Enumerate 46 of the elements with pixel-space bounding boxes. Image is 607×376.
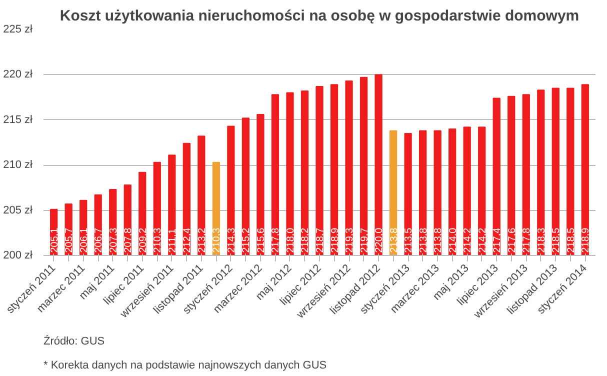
data-label: 205,1 — [49, 227, 60, 253]
data-label: 218,5 — [551, 227, 562, 253]
data-label: 219,3 — [344, 227, 356, 253]
data-label: 217,4 — [492, 227, 504, 253]
data-label: 214,2 — [462, 227, 474, 253]
data-label: 209,2 — [138, 227, 149, 253]
y-tick-label: 215 zł — [3, 114, 34, 126]
data-label: 210,3 — [152, 227, 164, 253]
data-label: 214,0 — [448, 227, 459, 253]
data-label: 217,6 — [506, 227, 518, 253]
data-label: 213,8 — [388, 227, 400, 253]
data-label: 218,7 — [315, 227, 326, 253]
data-label: 220,0 — [374, 227, 386, 253]
y-tick-label: 225 zł — [3, 24, 34, 36]
data-label: 218,9 — [330, 227, 341, 253]
data-label: 217,8 — [522, 227, 533, 253]
data-label: 210,3 — [212, 227, 223, 253]
data-label: 213,8 — [433, 227, 444, 253]
y-tick-label: 220 zł — [3, 68, 34, 81]
data-label: 214,3 — [226, 227, 238, 253]
data-label: 212,4 — [182, 227, 194, 253]
y-tick-label: 205 zł — [3, 204, 34, 216]
data-label: 218,2 — [300, 227, 312, 253]
data-label: 219,7 — [359, 227, 370, 253]
data-label: 215,6 — [256, 227, 267, 253]
data-label: 214,2 — [477, 227, 488, 253]
data-label: 205,7 — [64, 227, 76, 253]
data-label: 215,2 — [241, 227, 252, 253]
data-label: 217,8 — [270, 227, 282, 253]
data-label: 206,7 — [94, 227, 105, 253]
data-label: 206,1 — [78, 227, 90, 253]
data-label: 218,3 — [536, 227, 548, 253]
data-label: 218,0 — [285, 227, 296, 253]
data-label: 207,3 — [108, 227, 120, 253]
data-label: 213,2 — [196, 227, 208, 253]
data-label: 213,8 — [418, 227, 430, 253]
data-label: 218,9 — [580, 227, 592, 253]
text: * Korekta danych na podstawie najnowszych danych GUS — [44, 360, 327, 372]
y-tick-label: 200 zł — [3, 250, 34, 262]
data-label: 211,1 — [167, 228, 178, 253]
data-label: 207,8 — [123, 227, 134, 253]
text: Źródło: GUS — [44, 334, 105, 348]
chart-title: Koszt użytkowania nieruchomości na osobę w gospodarstwie domowym — [60, 8, 580, 24]
data-label: 218,5 — [566, 227, 577, 253]
y-tick-label: 210 zł — [3, 159, 34, 172]
data-label: 213,5 — [404, 227, 415, 253]
